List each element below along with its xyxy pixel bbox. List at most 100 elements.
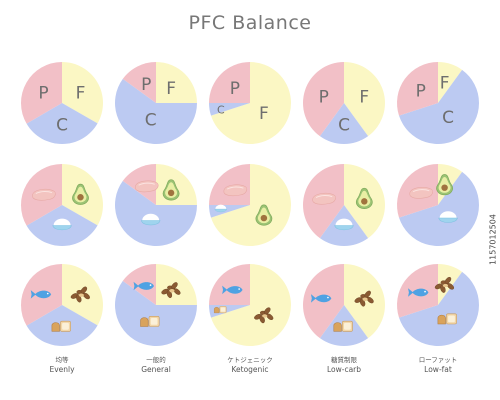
slice-P bbox=[302, 62, 344, 137]
slice-F bbox=[344, 62, 386, 137]
pie-low-carb-row2 bbox=[302, 164, 386, 247]
slice-label-P: P bbox=[230, 79, 240, 99]
nut-light bbox=[169, 289, 175, 293]
rice-bowl-shape bbox=[141, 220, 161, 226]
rice-bowl-shape bbox=[52, 225, 72, 231]
avocado-icon bbox=[162, 179, 180, 201]
slice-C bbox=[26, 103, 98, 145]
rice-bowl-icon bbox=[52, 218, 72, 231]
slice-label-F: F bbox=[440, 74, 450, 94]
bread-crumb bbox=[220, 307, 226, 312]
meat-icon bbox=[409, 187, 433, 199]
caption-jp: 一般的 bbox=[146, 356, 166, 364]
nut bbox=[259, 315, 265, 324]
fish-icon bbox=[133, 281, 154, 291]
pie-low-fat-row1: FCP bbox=[397, 62, 480, 145]
nuts-icon bbox=[254, 307, 274, 324]
bread-loaf bbox=[437, 314, 446, 325]
avocado-pit bbox=[77, 194, 84, 201]
chart-title: PFC Balance bbox=[188, 12, 312, 34]
slice-label-C: C bbox=[217, 104, 225, 117]
caption-en: Low-fat bbox=[424, 365, 452, 374]
slice-label-F: F bbox=[359, 87, 369, 107]
meat-marbling bbox=[412, 189, 430, 193]
pie-evenly-row1: FCP bbox=[21, 62, 104, 145]
fish-eye bbox=[424, 290, 426, 293]
pie-general-row1: FCP bbox=[114, 62, 197, 144]
slice-F bbox=[211, 264, 292, 346]
nut bbox=[76, 294, 82, 303]
slice-label-F: F bbox=[76, 83, 86, 103]
caption-general: 一般的 General bbox=[111, 356, 201, 374]
slice-C bbox=[114, 180, 197, 246]
fish-icon bbox=[310, 294, 332, 303]
bread-loaf bbox=[214, 307, 220, 314]
fish-body bbox=[315, 294, 332, 303]
pie-low-carb-row1: FCP bbox=[302, 62, 386, 145]
meat-marbling bbox=[138, 182, 155, 186]
meat-icon bbox=[312, 192, 336, 205]
slice-C bbox=[209, 305, 250, 318]
avocado-icon bbox=[355, 187, 373, 209]
nuts-icon bbox=[70, 286, 90, 303]
caption-en: Ketogenic bbox=[231, 365, 269, 374]
meat-icon bbox=[223, 184, 248, 197]
slice-label-C: C bbox=[442, 108, 454, 128]
slice-F bbox=[62, 62, 104, 124]
pie-ketogenic-row1: F CP bbox=[209, 62, 292, 144]
nut bbox=[82, 292, 90, 300]
nut-light bbox=[362, 297, 368, 301]
pie-general-row3 bbox=[115, 263, 197, 346]
slice-C bbox=[399, 171, 480, 247]
nut bbox=[359, 298, 366, 307]
nut bbox=[366, 296, 374, 304]
nuts-icon bbox=[161, 282, 181, 299]
pie-evenly-row3 bbox=[21, 264, 104, 347]
pie-general-row2 bbox=[114, 163, 197, 246]
meat-icon bbox=[134, 180, 159, 193]
slice-F bbox=[211, 62, 292, 144]
fish-tail bbox=[408, 288, 414, 297]
nut bbox=[166, 290, 173, 299]
bread-icon bbox=[437, 313, 457, 325]
fish-tail bbox=[30, 290, 36, 299]
bread-crumb bbox=[62, 322, 69, 330]
slice-label-C: C bbox=[145, 110, 157, 130]
bread-icon bbox=[214, 306, 227, 314]
slice-label-P: P bbox=[319, 87, 329, 107]
caption-jp: 均等 bbox=[55, 356, 69, 364]
meat-marbling bbox=[35, 191, 53, 195]
avocado-pit bbox=[441, 184, 448, 191]
slice-F bbox=[438, 62, 463, 103]
meat-icon bbox=[32, 188, 56, 201]
slice-P bbox=[209, 264, 250, 305]
slice-C bbox=[115, 280, 197, 346]
rice-mound bbox=[439, 211, 457, 219]
nut bbox=[173, 288, 181, 295]
bread-loaf bbox=[333, 322, 342, 332]
meat-marbling bbox=[315, 195, 333, 199]
fish-tail bbox=[133, 281, 139, 291]
bread-icon bbox=[140, 316, 160, 327]
slice-P bbox=[209, 164, 250, 205]
nut bbox=[444, 276, 452, 284]
rice-bowl-shape bbox=[214, 208, 228, 213]
fish-eye bbox=[46, 292, 49, 295]
nut-light bbox=[262, 314, 268, 318]
avocado-pit bbox=[167, 189, 175, 197]
nut bbox=[447, 283, 455, 290]
stock-id: 1157012504 bbox=[488, 214, 498, 265]
rice-bowl-shape bbox=[334, 225, 354, 231]
fish-body bbox=[226, 286, 243, 294]
bread-crumb bbox=[150, 318, 158, 325]
slice-label-P: P bbox=[141, 75, 151, 95]
bread-loaf bbox=[140, 317, 149, 327]
slice-P bbox=[122, 62, 156, 103]
avocado-icon bbox=[72, 183, 89, 205]
nut-light bbox=[78, 293, 84, 297]
nut bbox=[266, 313, 274, 320]
pie-low-carb-row3 bbox=[302, 264, 386, 347]
meat-marbling bbox=[227, 186, 244, 190]
slice-label-C: C bbox=[56, 115, 68, 135]
